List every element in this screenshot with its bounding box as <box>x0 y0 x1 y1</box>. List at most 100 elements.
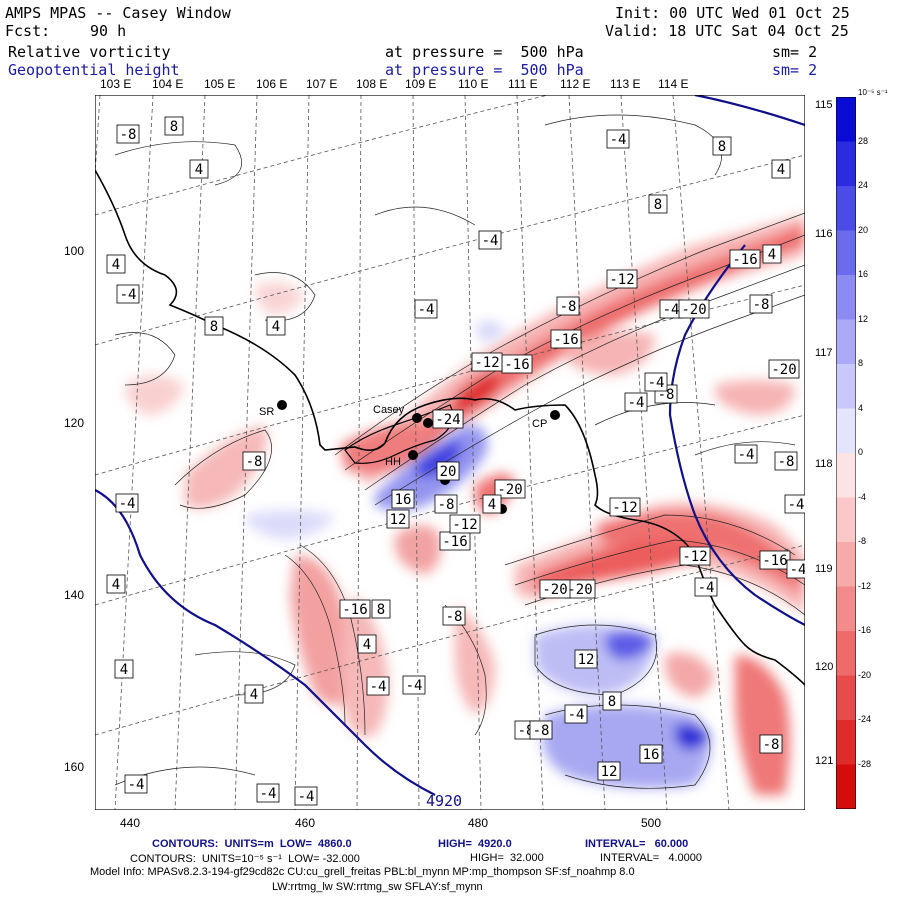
contour-label-text: -4 <box>119 496 136 512</box>
station-casey-2 <box>423 418 433 428</box>
contour-label: -4 <box>659 299 683 319</box>
contour-label: -4 <box>414 299 438 319</box>
footer-model-info: Model Info: MPASv8.2.3-194-gf29cd82c CU:… <box>90 866 635 878</box>
contour-label-text: -4 <box>698 580 715 596</box>
contour-label: 4 <box>106 574 126 594</box>
contour-label: -8 <box>529 720 553 740</box>
colorbar-band <box>836 186 856 231</box>
contour-label-text: -4 <box>482 233 499 249</box>
field2-name: Geopotential height <box>8 61 180 79</box>
contour-label-text: -4 <box>628 395 645 411</box>
station-hh <box>408 450 418 460</box>
colorbar <box>836 97 856 809</box>
contour-label-text: -4 <box>406 678 423 694</box>
contour-label-text: -8 <box>778 454 795 470</box>
contour-label: 4 <box>771 159 791 179</box>
contour-label: -4 <box>115 493 139 513</box>
colorbar-tick: 8 <box>858 358 864 368</box>
contour-label-text: -12 <box>452 517 477 533</box>
colorbar-tick: 20 <box>858 224 869 235</box>
contour-label-text: -20 <box>771 362 796 378</box>
init-time: Init: 00 UTC Wed 01 Oct 25 <box>615 4 850 22</box>
colorbar-band <box>836 319 856 365</box>
contour-label-text: -8 <box>753 297 770 313</box>
footer-vort-high: HIGH= 32.000 <box>470 852 544 864</box>
colorbar-tick: 0 <box>858 447 864 457</box>
contour-label: -4 <box>402 675 426 695</box>
colorbar-band <box>836 720 856 765</box>
contour-label-text: -12 <box>474 355 499 371</box>
contour-label: 12 <box>386 509 410 529</box>
y-tick-140: 140 <box>64 588 85 602</box>
contour-label-text: -20 <box>542 582 567 598</box>
contour-label-text: 8 <box>170 119 178 135</box>
colorbar-tick: 4 <box>858 402 864 413</box>
contour-label: -4 <box>694 577 718 597</box>
colorbar-band <box>836 141 856 187</box>
contour-label: 4 <box>189 159 209 179</box>
contour-label-text: 4 <box>195 162 203 178</box>
field1-name: Relative vorticity <box>8 43 171 61</box>
longitude-label: 107 E <box>306 77 338 91</box>
field1-smoothing: sm= 2 <box>772 43 818 61</box>
footer-vort-interval: INTERVAL= 4.0000 <box>600 852 703 864</box>
colorbar-band <box>836 542 856 587</box>
contour-label-text: 16 <box>643 747 660 763</box>
footer-height-interval: INTERVAL= 60.000 <box>585 838 689 850</box>
station-sr <box>277 400 287 410</box>
contour-label: -4 <box>116 284 140 304</box>
contour-label: -8 <box>434 494 458 514</box>
contour-label-text: 16 <box>395 492 412 508</box>
contour-label-text: -4 <box>738 447 755 463</box>
contour-label: -4 <box>124 774 148 794</box>
contour-label: 12 <box>597 761 621 781</box>
contour-label: -4 <box>734 444 758 464</box>
x-tick-440: 440 <box>120 816 141 830</box>
contour-label: 20 <box>436 461 460 481</box>
contour-label: 4 <box>762 244 782 264</box>
contour-label-text: -16 <box>342 602 367 618</box>
colorbar-band <box>836 675 856 721</box>
contour-label: 8 <box>602 691 622 711</box>
colorbar-tick: 12 <box>858 313 869 324</box>
contour-label: 8 <box>204 316 224 336</box>
longitude-label: 103 E <box>100 77 132 91</box>
colorbar-band <box>836 764 856 809</box>
station-label: Casey <box>373 404 405 416</box>
contour-label-text: -24 <box>435 412 460 428</box>
plot-title: AMPS MPAS -- Casey Window <box>5 4 231 22</box>
longitude-label: 108 E <box>356 77 388 91</box>
contour-label: -12 <box>609 497 641 517</box>
contour-label: 4 <box>266 316 286 336</box>
longitude-label: 104 E <box>152 77 184 91</box>
field2-level: at pressure = 500 hPa <box>385 61 584 79</box>
contour-label-text: -8 <box>763 737 780 753</box>
station-label: CP <box>532 418 547 430</box>
colorbar-band <box>836 275 856 320</box>
colorbar-band <box>836 453 856 498</box>
contour-label-text: 12 <box>390 512 407 528</box>
contour-label-text: -4 <box>418 302 435 318</box>
colorbar-band <box>836 631 856 676</box>
longitude-label: 111 E <box>508 77 538 91</box>
station-label: SR <box>259 406 274 418</box>
y-tick-120: 120 <box>64 416 85 430</box>
contour-label: -12 <box>679 546 711 566</box>
footer-height-high: HIGH= 4920.0 <box>438 838 512 850</box>
contour-label: -8 <box>116 124 140 144</box>
contour-label: -20 <box>768 359 800 379</box>
contour-label-text: 4920 <box>426 792 462 810</box>
contour-label: -12 <box>606 269 638 289</box>
contour-label-text: 4 <box>120 662 128 678</box>
station-cp <box>550 410 560 420</box>
y-tick-100: 100 <box>64 244 85 258</box>
contour-label-text: -4 <box>298 789 315 805</box>
station-label: HH <box>385 456 401 468</box>
longitude-label: 105 E <box>204 77 236 91</box>
contour-label: -8 <box>759 734 783 754</box>
forecast-hour: 90 h <box>90 22 127 40</box>
colorbar-tick: -24 <box>858 714 872 724</box>
station-names: SR Casey CP HH <box>259 404 547 468</box>
contour-label-text: -12 <box>609 272 634 288</box>
